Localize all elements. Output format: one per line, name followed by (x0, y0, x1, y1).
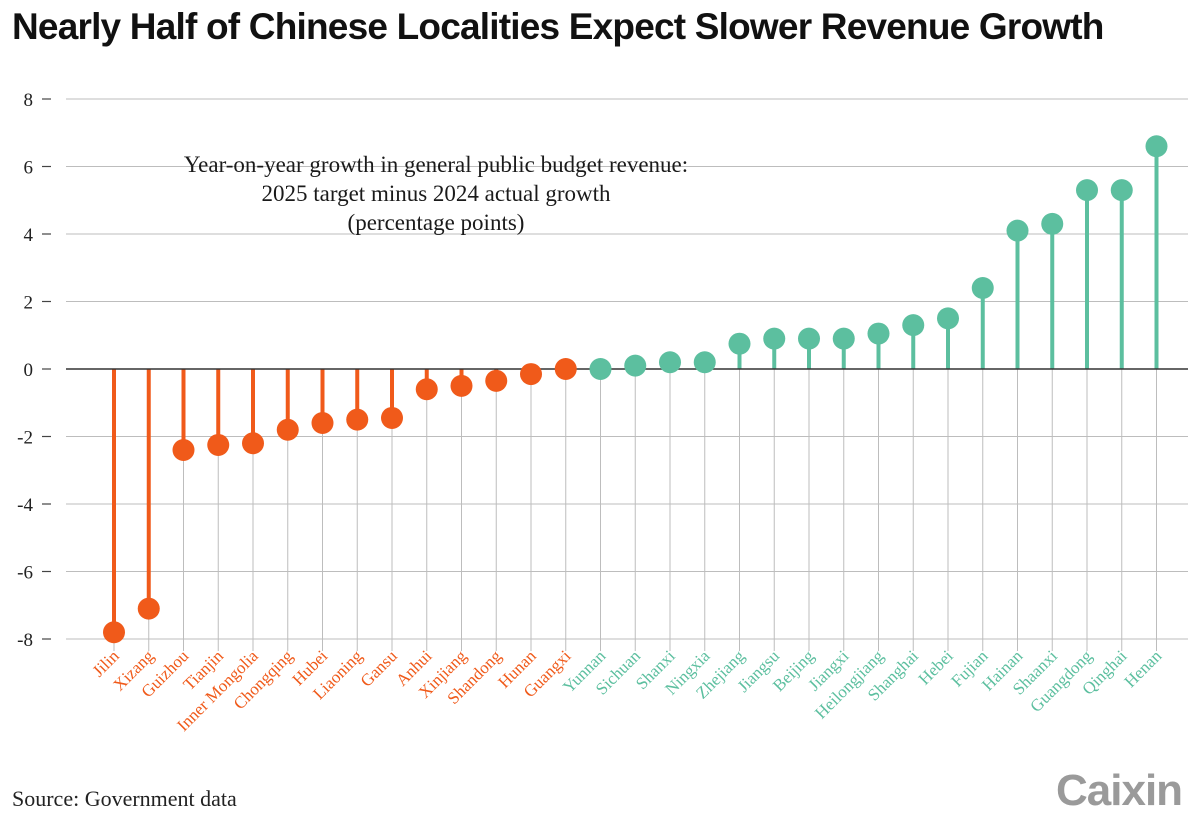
x-category-label: Hebei (915, 646, 957, 688)
lollipop-dot (485, 369, 508, 392)
lollipop-dot (415, 378, 438, 401)
caixin-logo: Caixin (1056, 766, 1183, 815)
lollipop-dot (1145, 135, 1168, 158)
y-tick-label: 4 (24, 225, 34, 246)
y-tick-label: -6 (17, 563, 33, 584)
lollipop-dot (867, 322, 890, 345)
chart-subtitle-line: 2025 target minus 2024 actual growth (262, 181, 611, 206)
chart-subtitle-line: (percentage points) (348, 210, 525, 235)
lollipop-dot (659, 351, 681, 374)
lollipop-dot (450, 374, 473, 397)
lollipop-dot (346, 408, 369, 431)
lollipop-dot (1041, 212, 1064, 235)
lollipop-dot (624, 354, 647, 377)
lollipop-dot (763, 327, 786, 350)
lollipop-dot (693, 351, 716, 374)
chart-subtitle-line: Year-on-year growth in general public bu… (184, 152, 688, 177)
chart-title: Nearly Half of Chinese Localities Expect… (12, 6, 1104, 47)
x-category-label: Gansu (357, 646, 402, 691)
lollipop-dot (103, 621, 125, 644)
lollipop-dot (937, 307, 959, 330)
source-note: Source: Government data (12, 786, 237, 811)
lollipop-dot (172, 439, 195, 461)
lollipop-dot (1006, 219, 1029, 242)
lollipop-dot (311, 412, 334, 434)
lollipop-dot (381, 406, 403, 429)
y-tick-label: -4 (17, 495, 33, 516)
lollipop-dot (520, 363, 542, 386)
y-tick-label: 8 (24, 90, 34, 111)
y-tick-label: 6 (24, 158, 34, 179)
x-category-label: Henan (1121, 646, 1166, 691)
lollipop-dot (554, 358, 577, 380)
lollipop-dot (902, 314, 925, 337)
lollipop-dot (207, 433, 230, 456)
lollipop-dot (728, 332, 751, 355)
y-tick-label: -2 (17, 428, 33, 449)
lollipop-dot (798, 327, 820, 350)
lollipop-dot (832, 327, 855, 350)
y-tick-label: -8 (17, 630, 33, 651)
lollipop-dot (137, 597, 160, 620)
lollipop-dot (276, 418, 299, 441)
lollipop-dot (242, 432, 264, 455)
lollipop-dot (1110, 179, 1133, 202)
lollipop-dot (971, 277, 994, 299)
y-tick-label: 0 (24, 360, 34, 381)
lollipop-dot (1076, 179, 1098, 202)
lollipop-dot (589, 358, 612, 380)
y-tick-label: 2 (24, 293, 34, 314)
